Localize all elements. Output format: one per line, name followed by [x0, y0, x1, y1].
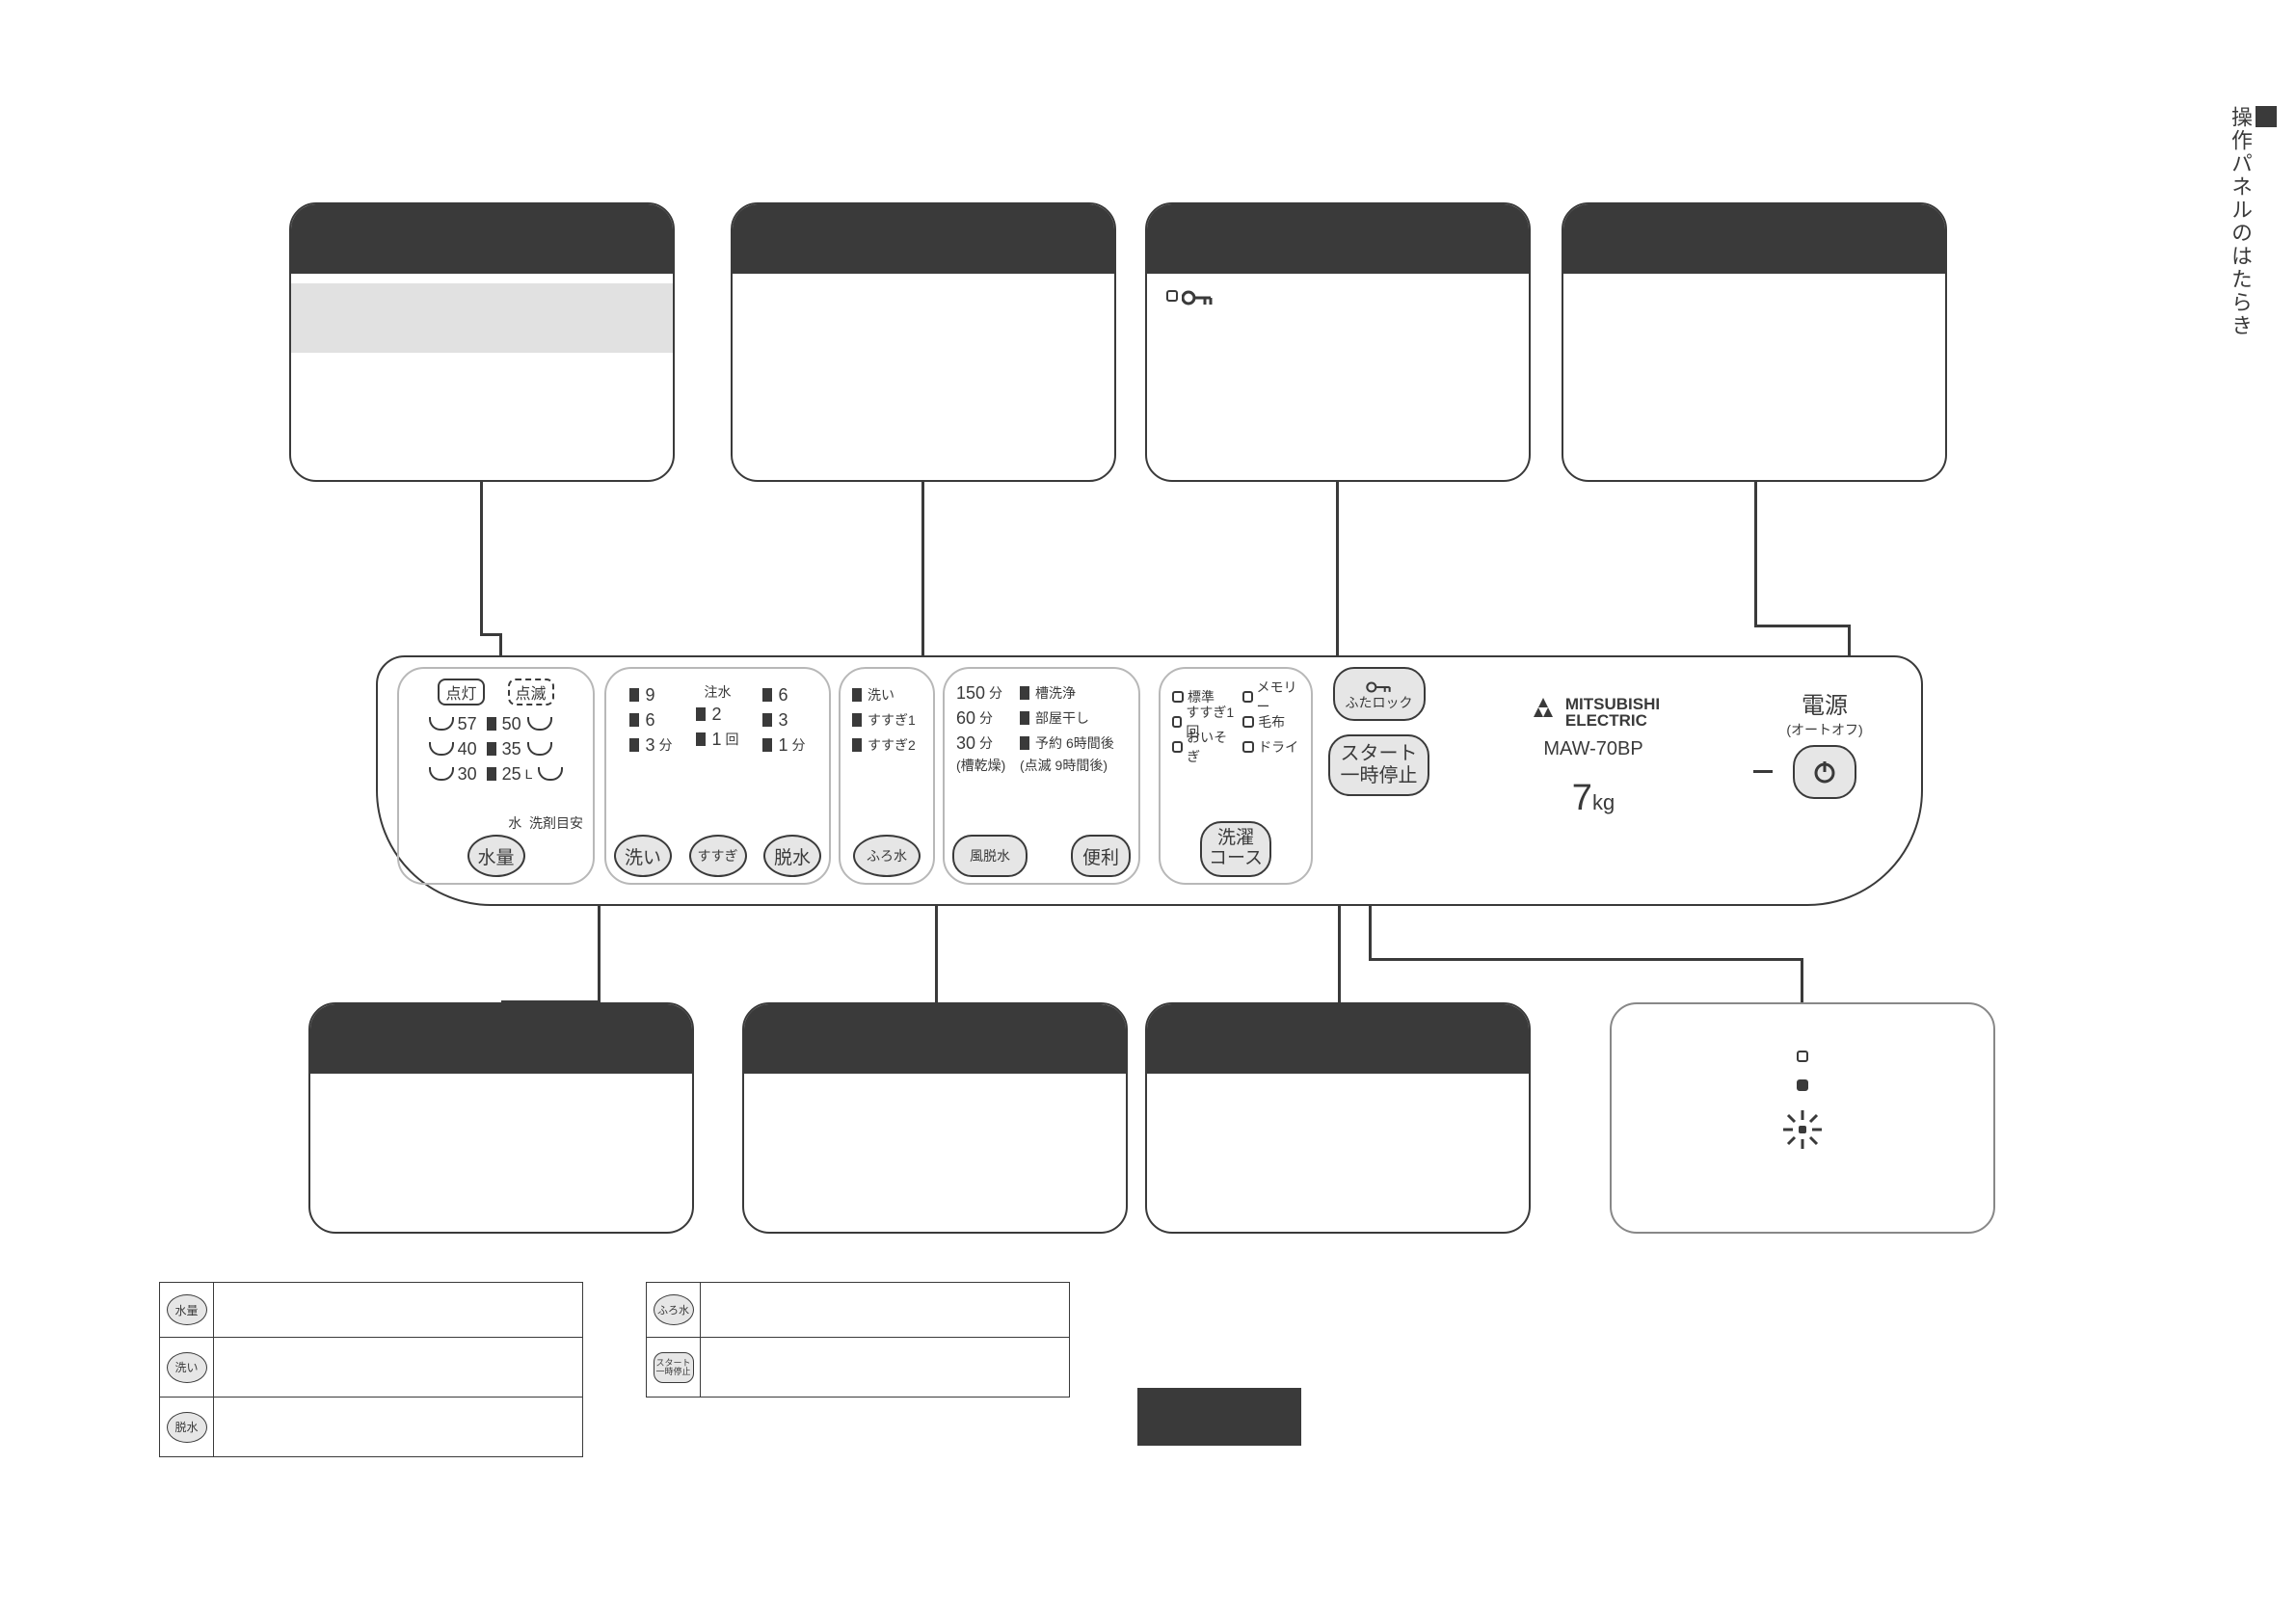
callout-lock: [1145, 202, 1531, 482]
course-col2: メモリー 毛布 ドライ: [1242, 684, 1299, 759]
led-on-icon: [1797, 1079, 1808, 1091]
legend-table-1: 水量 洗い 脱水: [159, 1282, 583, 1457]
leader: [1338, 902, 1341, 1002]
cluster-bath: 洗い すすぎ1 すすぎ2 ふろ水: [839, 667, 935, 885]
legend-table-2: ふろ水 スタート 一時停止: [646, 1282, 1070, 1398]
rinse-button[interactable]: すすぎ: [689, 835, 747, 877]
course-col1: 標準 すすぎ1回 おいそぎ: [1172, 684, 1235, 759]
mini-spin-button: 脱水: [167, 1412, 207, 1443]
callout-led-legend: [1610, 1002, 1995, 1234]
capacity: 7kg: [1497, 778, 1690, 819]
callout-header: [1563, 204, 1945, 274]
leader: [1369, 958, 1802, 961]
leader: [480, 482, 483, 636]
dark-note-box: [1137, 1388, 1301, 1446]
leader: [1801, 958, 1803, 1002]
water-button[interactable]: 水量: [467, 835, 525, 877]
callout-header: [733, 204, 1114, 274]
course-button[interactable]: 洗濯 コース: [1200, 821, 1271, 877]
model-text: MAW-70BP: [1497, 738, 1690, 760]
mitsubishi-icon: [1527, 698, 1560, 727]
callout-power: [1562, 202, 1947, 482]
side-tab-text: 操作パネルのはたらき: [2229, 106, 2253, 337]
wash-button[interactable]: 洗い: [614, 835, 672, 877]
bath-button[interactable]: ふろ水: [853, 835, 921, 877]
cluster-water: 点灯 点滅 57 40 30 50 35 25L 水 洗剤目安 水量: [397, 667, 595, 885]
side-tab: 操作パネルのはたらき: [2225, 106, 2277, 337]
wash-col: 9 6 3分: [629, 682, 672, 775]
power-button[interactable]: [1793, 745, 1856, 799]
airdry-button[interactable]: 風脱水: [952, 835, 1028, 877]
led-off-icon: [1797, 1051, 1808, 1062]
power-block: 電源 (オートオフ): [1767, 686, 1882, 799]
key-icon: [1182, 287, 1215, 308]
cluster-course: 標準 すすぎ1回 おいそぎ メモリー 毛布 ドライ 洗濯 コース: [1159, 667, 1313, 885]
start-button[interactable]: スタート 一時停止: [1328, 734, 1429, 796]
control-panel: 点灯 点滅 57 40 30 50 35 25L 水 洗剤目安 水量 9: [376, 655, 1923, 906]
rinse-col: 注水 2 1回: [696, 682, 738, 775]
led-blink-icon: [1781, 1108, 1824, 1151]
callout-course: [1145, 1002, 1531, 1234]
mini-wash-button: 洗い: [167, 1352, 207, 1383]
label-col: 槽洗浄 部屋干し 予約6時間後 (点滅 9時間後): [1020, 680, 1114, 775]
spin-button[interactable]: 脱水: [763, 835, 821, 877]
callout-water: [289, 202, 675, 482]
power-sub: (オートオフ): [1767, 720, 1882, 739]
leader: [935, 902, 938, 1002]
leader: [1336, 482, 1339, 671]
spin-col: 6 3 1分: [762, 682, 805, 775]
callout-subheader: [291, 283, 673, 353]
callout-bath: [308, 1002, 694, 1234]
indicator-dot: [1166, 290, 1178, 302]
key-icon: [1365, 679, 1394, 696]
cluster-dry: 150分 60分 30分 (槽乾燥) 槽洗浄 部屋干し 予約6時間後 (点滅 9…: [943, 667, 1140, 885]
leader: [1754, 482, 1757, 626]
power-icon: [1811, 759, 1838, 785]
callout-header: [291, 204, 673, 274]
time-col: 150分 60分 30分 (槽乾燥): [956, 680, 1014, 775]
callout-header: [1147, 204, 1529, 274]
mini-bath-button: ふろ水: [654, 1294, 694, 1325]
lit-chip: 点灯: [438, 679, 484, 706]
callout-dry: [742, 1002, 1128, 1234]
lit-col: 57 40 30: [429, 711, 477, 786]
mini-start-button: スタート 一時停止: [654, 1352, 694, 1383]
blink-chip: 点滅: [508, 679, 554, 706]
callout-wash: [731, 202, 1116, 482]
mini-water-button: 水量: [167, 1294, 207, 1325]
leader: [1369, 902, 1372, 960]
useful-button[interactable]: 便利: [1071, 835, 1131, 877]
sub-labels: 水 洗剤目安: [508, 813, 583, 833]
cluster-lockstart: ふたロック スタート 一時停止: [1328, 667, 1429, 885]
lock-button[interactable]: ふたロック: [1333, 667, 1426, 721]
cluster-wash: 9 6 3分 注水 2 1回 6 3 1分 洗い すすぎ 脱水: [604, 667, 831, 885]
power-label: 電源: [1767, 686, 1882, 720]
lock-row: [1147, 274, 1529, 322]
brand-block: MITSUBISHI ELECTRIC MAW-70BP 7kg: [1497, 696, 1690, 819]
blink-col: 50 35 25L: [487, 711, 564, 786]
leader: [1754, 625, 1851, 627]
leader: [921, 482, 924, 660]
